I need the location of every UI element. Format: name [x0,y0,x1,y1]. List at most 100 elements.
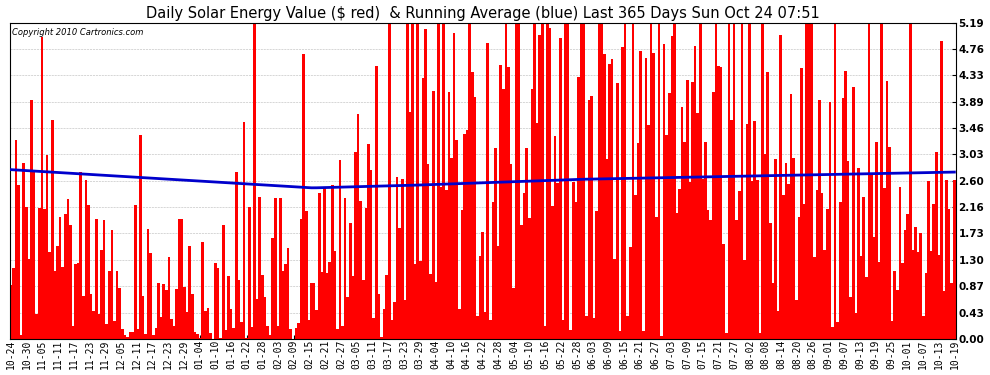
Bar [510,164,513,339]
Bar [432,92,435,339]
Bar [170,319,173,339]
Bar [733,23,736,339]
Bar [95,219,98,339]
Bar [642,332,644,339]
Bar [935,152,938,339]
Bar [743,261,745,339]
Bar [930,252,933,339]
Bar [178,219,180,339]
Bar [167,257,170,339]
Bar [614,259,616,339]
Bar [531,90,534,339]
Bar [883,188,886,339]
Bar [445,190,447,339]
Bar [90,294,92,339]
Bar [334,251,337,339]
Bar [777,311,779,339]
Bar [494,148,497,339]
Bar [460,210,463,339]
Bar [119,288,121,339]
Bar [585,316,588,339]
Bar [263,297,266,339]
Bar [909,23,912,339]
Bar [15,140,17,339]
Bar [145,334,147,339]
Bar [629,247,632,339]
Bar [601,23,603,339]
Bar [419,261,422,339]
Bar [175,289,178,339]
Bar [513,288,515,339]
Bar [111,231,113,339]
Bar [165,290,167,339]
Bar [406,23,409,339]
Bar [686,80,689,339]
Bar [220,338,222,339]
Bar [321,273,323,339]
Bar [344,198,346,339]
Bar [243,122,246,339]
Title: Daily Solar Energy Value ($ red)  & Running Average (blue) Last 365 Days Sun Oct: Daily Solar Energy Value ($ red) & Runni… [146,6,820,21]
Bar [798,217,800,339]
Bar [326,273,329,339]
Bar [370,170,372,339]
Bar [455,140,458,339]
Bar [414,264,417,339]
Bar [452,33,455,339]
Bar [912,249,914,339]
Bar [640,51,642,339]
Bar [250,327,253,339]
Bar [377,294,380,339]
Bar [56,246,58,339]
Bar [121,328,124,339]
Bar [665,135,668,339]
Bar [507,67,510,339]
Bar [834,23,837,339]
Bar [922,316,925,339]
Bar [662,44,665,339]
Bar [803,204,805,339]
Bar [515,23,518,339]
Bar [561,320,564,339]
Bar [945,180,947,339]
Bar [816,190,819,339]
Bar [710,220,712,339]
Bar [417,23,419,339]
Bar [443,23,445,339]
Bar [657,23,660,339]
Bar [473,98,476,339]
Bar [207,308,209,339]
Bar [673,23,676,339]
Bar [611,58,614,339]
Bar [792,158,795,339]
Bar [649,23,652,339]
Bar [398,228,401,339]
Bar [228,276,230,339]
Bar [44,209,46,339]
Bar [933,204,935,339]
Bar [787,184,790,339]
Bar [867,23,870,339]
Bar [137,329,140,339]
Bar [38,208,41,339]
Bar [723,244,725,339]
Bar [805,23,808,339]
Bar [632,23,635,339]
Bar [435,282,438,339]
Bar [736,220,738,339]
Bar [64,214,66,339]
Bar [126,337,129,339]
Bar [302,54,305,339]
Bar [489,320,492,339]
Bar [704,142,707,339]
Bar [230,309,233,339]
Bar [580,23,582,339]
Bar [20,336,23,339]
Bar [917,252,920,339]
Bar [100,250,103,339]
Bar [595,211,598,339]
Bar [74,264,77,339]
Bar [928,182,930,339]
Bar [901,263,904,339]
Bar [707,210,710,339]
